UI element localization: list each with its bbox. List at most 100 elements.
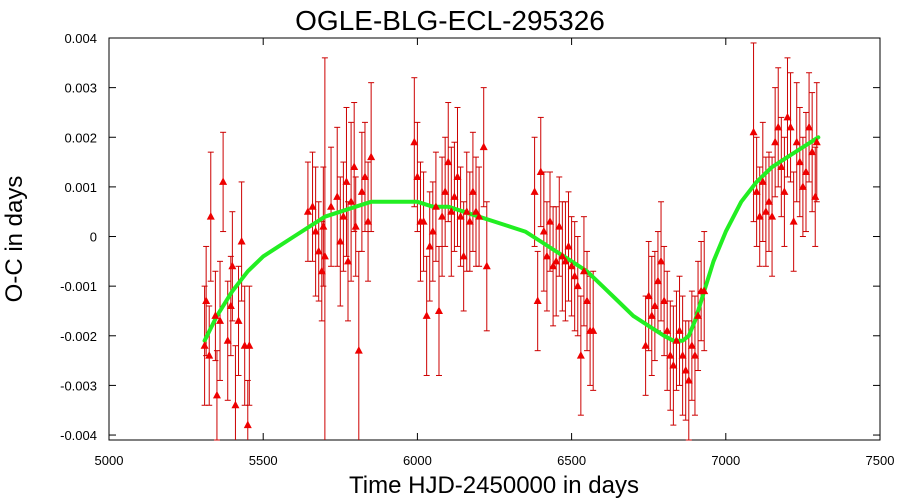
fit-curve-group xyxy=(202,135,821,343)
data-point xyxy=(749,127,758,136)
data-point xyxy=(761,207,770,215)
data-point xyxy=(428,227,437,235)
data-point xyxy=(216,316,225,324)
data-point xyxy=(641,341,650,349)
x-tick-label: 7500 xyxy=(866,453,895,468)
y-axis-label: O-C in days xyxy=(1,176,28,303)
data-point xyxy=(786,122,795,131)
data-point xyxy=(431,202,440,210)
data-point xyxy=(367,152,376,161)
data-point xyxy=(314,246,323,255)
data-point xyxy=(364,217,373,225)
y-tick-label: 0.002 xyxy=(64,130,97,145)
data-point xyxy=(644,291,653,300)
data-point xyxy=(468,187,477,195)
data-point xyxy=(231,400,240,409)
data-point xyxy=(479,142,488,151)
y-tick-label: -0.002 xyxy=(60,329,97,344)
data-point xyxy=(410,137,419,146)
data-point xyxy=(539,227,548,235)
data-point xyxy=(687,341,696,349)
data-point xyxy=(441,187,450,195)
data-point xyxy=(555,222,564,230)
data-point xyxy=(444,157,453,166)
data-point xyxy=(475,212,484,220)
plot-frame xyxy=(108,37,881,441)
y-tick-label: 0.001 xyxy=(64,180,97,195)
data-point xyxy=(549,261,558,270)
axis-ticks: 5000 5500 6000 6500 7000 7500 -0.004 -0.003 -0.0… xyxy=(60,31,894,468)
data-point xyxy=(564,241,573,250)
data-point xyxy=(438,212,447,220)
data-point xyxy=(771,137,780,146)
data-point xyxy=(798,182,807,190)
data-point xyxy=(354,346,363,354)
data-point xyxy=(681,366,690,374)
data-point xyxy=(465,217,474,225)
data-point xyxy=(768,212,777,220)
data-point xyxy=(344,256,353,265)
data-point xyxy=(805,122,814,131)
x-tick-label: 5000 xyxy=(95,453,124,468)
data-point xyxy=(678,351,687,359)
data-point xyxy=(200,341,209,349)
data-point xyxy=(552,256,561,265)
data-point xyxy=(789,217,798,225)
data-point xyxy=(419,217,428,225)
data-point xyxy=(237,236,246,245)
data-point xyxy=(672,336,681,344)
data-point xyxy=(425,241,434,250)
chart-title: OGLE-BLG-ECL-295326 xyxy=(295,5,605,36)
data-point xyxy=(311,227,320,235)
data-point xyxy=(792,137,801,146)
data-point xyxy=(795,157,804,166)
data-point xyxy=(675,326,684,334)
data-point xyxy=(347,197,356,205)
data-point xyxy=(447,207,456,215)
x-axis-label: Time HJD-2450000 in days xyxy=(349,472,639,499)
data-point xyxy=(303,207,312,215)
data-point xyxy=(561,256,570,265)
data-point xyxy=(342,177,351,185)
data-point xyxy=(657,256,666,265)
data-point xyxy=(212,390,221,399)
data-point xyxy=(700,286,709,295)
data-point xyxy=(669,361,678,369)
data-point xyxy=(694,311,703,319)
data-point xyxy=(223,336,232,344)
data-point xyxy=(219,177,228,185)
data-point xyxy=(812,137,821,146)
data-point xyxy=(202,296,211,305)
data-point xyxy=(228,261,237,270)
data-point xyxy=(413,172,422,180)
data-point xyxy=(576,351,585,359)
data-point xyxy=(471,207,480,215)
data-point xyxy=(360,172,369,180)
y-tick-label: -0.004 xyxy=(60,428,97,443)
data-point xyxy=(801,167,810,175)
data-point xyxy=(570,271,579,280)
data-point xyxy=(783,112,792,121)
data-point xyxy=(752,187,761,195)
data-point xyxy=(308,202,317,210)
data-point xyxy=(583,296,592,305)
data-point xyxy=(245,341,254,349)
data-point xyxy=(319,222,328,230)
data-point xyxy=(567,261,576,270)
data-point xyxy=(243,420,252,429)
data-point xyxy=(234,316,243,324)
data-point xyxy=(808,147,817,156)
data-point xyxy=(459,251,468,260)
data-point xyxy=(774,122,783,131)
data-point xyxy=(453,172,462,180)
error-bars xyxy=(201,42,820,441)
data-point xyxy=(482,261,491,270)
data-point xyxy=(758,177,767,185)
data-points xyxy=(200,112,821,429)
data-point xyxy=(542,251,551,260)
data-point xyxy=(339,212,348,220)
data-point xyxy=(546,217,555,225)
data-point xyxy=(336,236,345,245)
data-point xyxy=(357,187,366,195)
data-point xyxy=(573,281,582,290)
